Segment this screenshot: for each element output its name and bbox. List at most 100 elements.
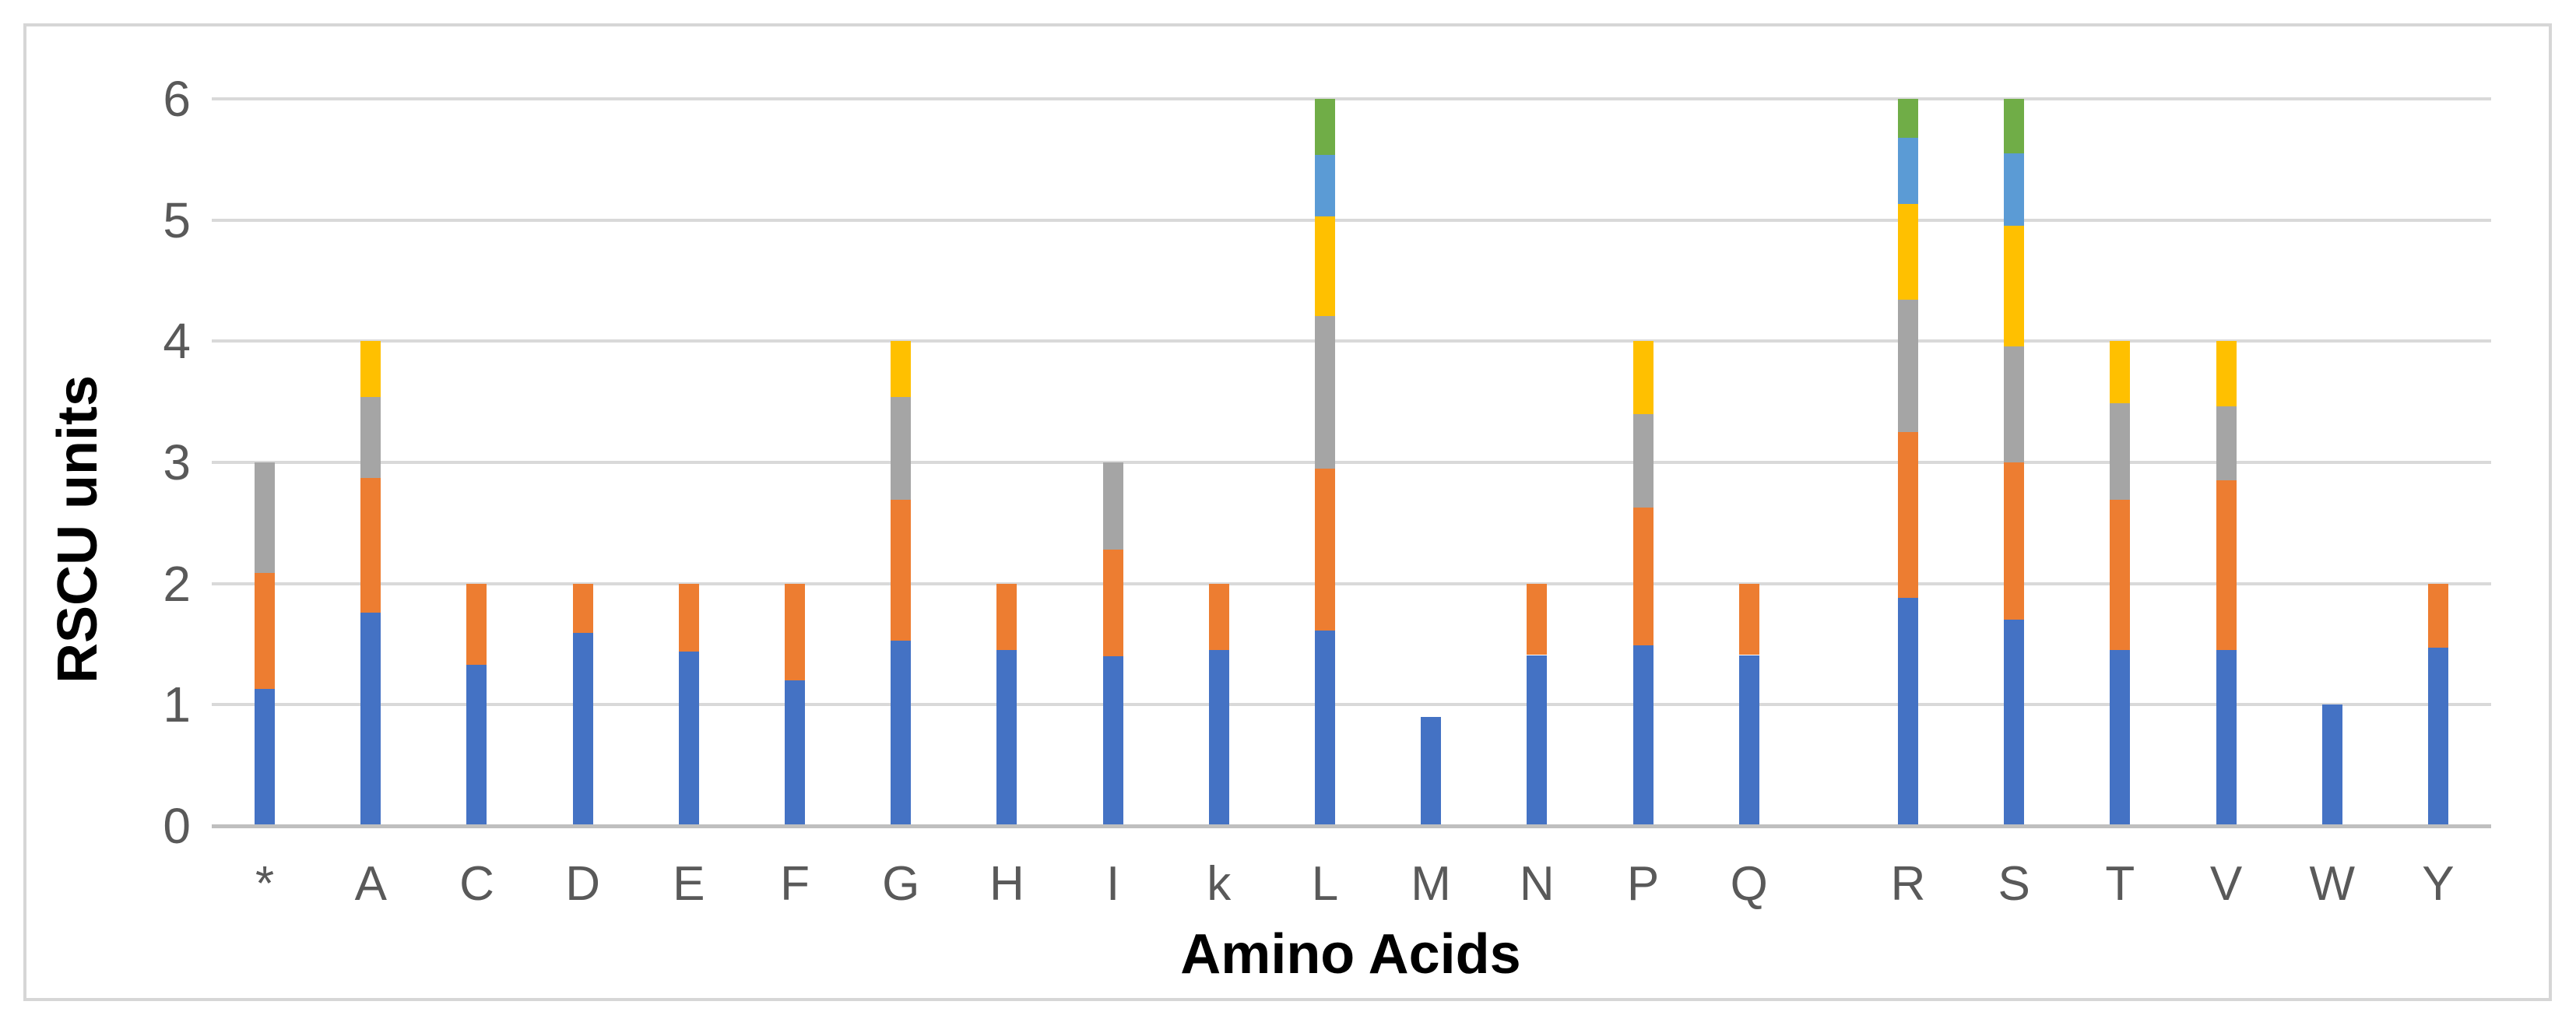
- bar-segment-M-0: [1421, 716, 1442, 826]
- bar-segment-E-1: [678, 583, 699, 652]
- x-tick-label-F: F: [780, 857, 810, 911]
- bar-segment-H-1: [996, 583, 1017, 651]
- bar-segment-*-2: [255, 462, 276, 573]
- x-tick-label-N: N: [1519, 857, 1555, 911]
- bar-segment-P-1: [1632, 507, 1653, 646]
- y-tick-label: 3: [163, 434, 191, 490]
- bar-segment-N-0: [1527, 655, 1548, 826]
- bar-segment-F-0: [785, 680, 806, 826]
- y-tick-label: 1: [163, 676, 191, 733]
- bar-segment-V-1: [2216, 480, 2237, 651]
- bar-segment-V-0: [2216, 650, 2237, 826]
- bar-segment-Y-0: [2427, 648, 2448, 826]
- bar-segment-P-0: [1632, 645, 1653, 826]
- bar-segment-E-0: [678, 651, 699, 826]
- x-tick-label-V: V: [2209, 857, 2243, 911]
- gridline-y-6: [212, 97, 2491, 100]
- bar-segment-S-3: [2004, 226, 2025, 346]
- y-tick-label: 5: [163, 191, 191, 248]
- bar-segment-R-2: [1897, 300, 1918, 433]
- x-tick-label-D: D: [565, 857, 601, 911]
- x-tick-label-R: R: [1890, 857, 1926, 911]
- bar-segment-G-3: [891, 341, 912, 397]
- bar-segment-D-1: [572, 583, 593, 634]
- x-tick-label-G: G: [882, 857, 920, 911]
- gridline-y-1: [212, 703, 2491, 707]
- bar-segment-H-0: [996, 650, 1017, 826]
- bar-segment-A-2: [360, 396, 381, 479]
- bar-segment-C-0: [466, 664, 487, 826]
- x-axis-line: [212, 824, 2491, 828]
- bar-segment-Q-0: [1738, 655, 1759, 826]
- bar-segment-P-2: [1632, 413, 1653, 508]
- gridline-y-5: [212, 218, 2491, 222]
- bar-segment-Q-1: [1738, 583, 1759, 655]
- gridline-y-3: [212, 461, 2491, 464]
- bar-segment-I-1: [1102, 550, 1123, 657]
- bar-segment-L-5: [1314, 99, 1335, 155]
- x-tick-label-P: P: [1626, 857, 1660, 911]
- bar-segment-S-5: [2004, 99, 2025, 154]
- chart-border-frame: [23, 23, 2552, 1001]
- bar-segment-G-0: [891, 640, 912, 826]
- x-tick-label-S: S: [1998, 857, 2030, 911]
- bar-segment-P-3: [1632, 341, 1653, 414]
- x-tick-label-Y: Y: [2422, 857, 2455, 911]
- x-axis-title: Amino Acids: [1180, 923, 1521, 986]
- x-tick-label-W: W: [2309, 857, 2355, 911]
- bar-segment-T-3: [2110, 341, 2131, 403]
- bar-segment-L-1: [1314, 468, 1335, 631]
- bar-segment-S-2: [2004, 346, 2025, 462]
- y-tick-label: 4: [163, 313, 191, 370]
- bar-segment-I-0: [1102, 656, 1123, 826]
- x-tick-label-T: T: [2105, 857, 2135, 911]
- bar-segment-R-0: [1897, 598, 1918, 826]
- bar-segment-L-4: [1314, 154, 1335, 216]
- bar-segment-A-0: [360, 613, 381, 826]
- gridline-y-4: [212, 339, 2491, 343]
- x-tick-label-M: M: [1411, 857, 1451, 911]
- x-tick-label-I: I: [1105, 857, 1120, 911]
- x-tick-label-C: C: [459, 857, 494, 911]
- bar-segment-R-4: [1897, 137, 1918, 205]
- x-tick-label-H: H: [989, 857, 1024, 911]
- y-tick-label: 6: [163, 71, 191, 127]
- bar-segment-L-2: [1314, 315, 1335, 469]
- bar-segment-W-0: [2321, 704, 2342, 826]
- bar-segment-R-5: [1897, 99, 1918, 138]
- bar-segment-G-1: [891, 500, 912, 641]
- bar-segment-S-0: [2004, 620, 2025, 826]
- x-tick-label-*: *: [255, 857, 275, 911]
- x-tick-label-Q: Q: [1730, 857, 1768, 911]
- bar-segment-L-3: [1314, 216, 1335, 316]
- y-tick-label: 0: [163, 798, 191, 854]
- bar-segment-V-3: [2216, 341, 2237, 407]
- bar-segment-R-1: [1897, 432, 1918, 599]
- bar-segment-T-0: [2110, 650, 2131, 826]
- gridline-y-2: [212, 582, 2491, 585]
- x-tick-label-L: L: [1311, 857, 1339, 911]
- bar-segment-S-4: [2004, 153, 2025, 227]
- x-tick-label-E: E: [673, 857, 705, 911]
- bar-segment-D-0: [572, 633, 593, 826]
- bar-segment-T-1: [2110, 500, 2131, 651]
- bar-segment-R-3: [1897, 204, 1918, 300]
- x-tick-label-k: k: [1207, 857, 1232, 911]
- bar-segment-I-2: [1102, 462, 1123, 550]
- x-tick-label-A: A: [354, 857, 387, 911]
- bar-segment-S-1: [2004, 462, 2025, 620]
- bar-segment-A-1: [360, 478, 381, 613]
- bar-segment-*-1: [255, 572, 276, 690]
- bar-segment-k-1: [1208, 583, 1229, 651]
- bar-segment-*-0: [255, 689, 276, 826]
- bar-segment-N-1: [1527, 583, 1548, 655]
- y-tick-label: 2: [163, 555, 191, 612]
- bar-segment-C-1: [466, 583, 487, 665]
- bar-segment-Y-1: [2427, 583, 2448, 648]
- bar-segment-T-2: [2110, 402, 2131, 501]
- bar-segment-A-3: [360, 341, 381, 397]
- bar-segment-L-0: [1314, 631, 1335, 826]
- bar-segment-G-2: [891, 396, 912, 501]
- bar-segment-F-1: [785, 583, 806, 681]
